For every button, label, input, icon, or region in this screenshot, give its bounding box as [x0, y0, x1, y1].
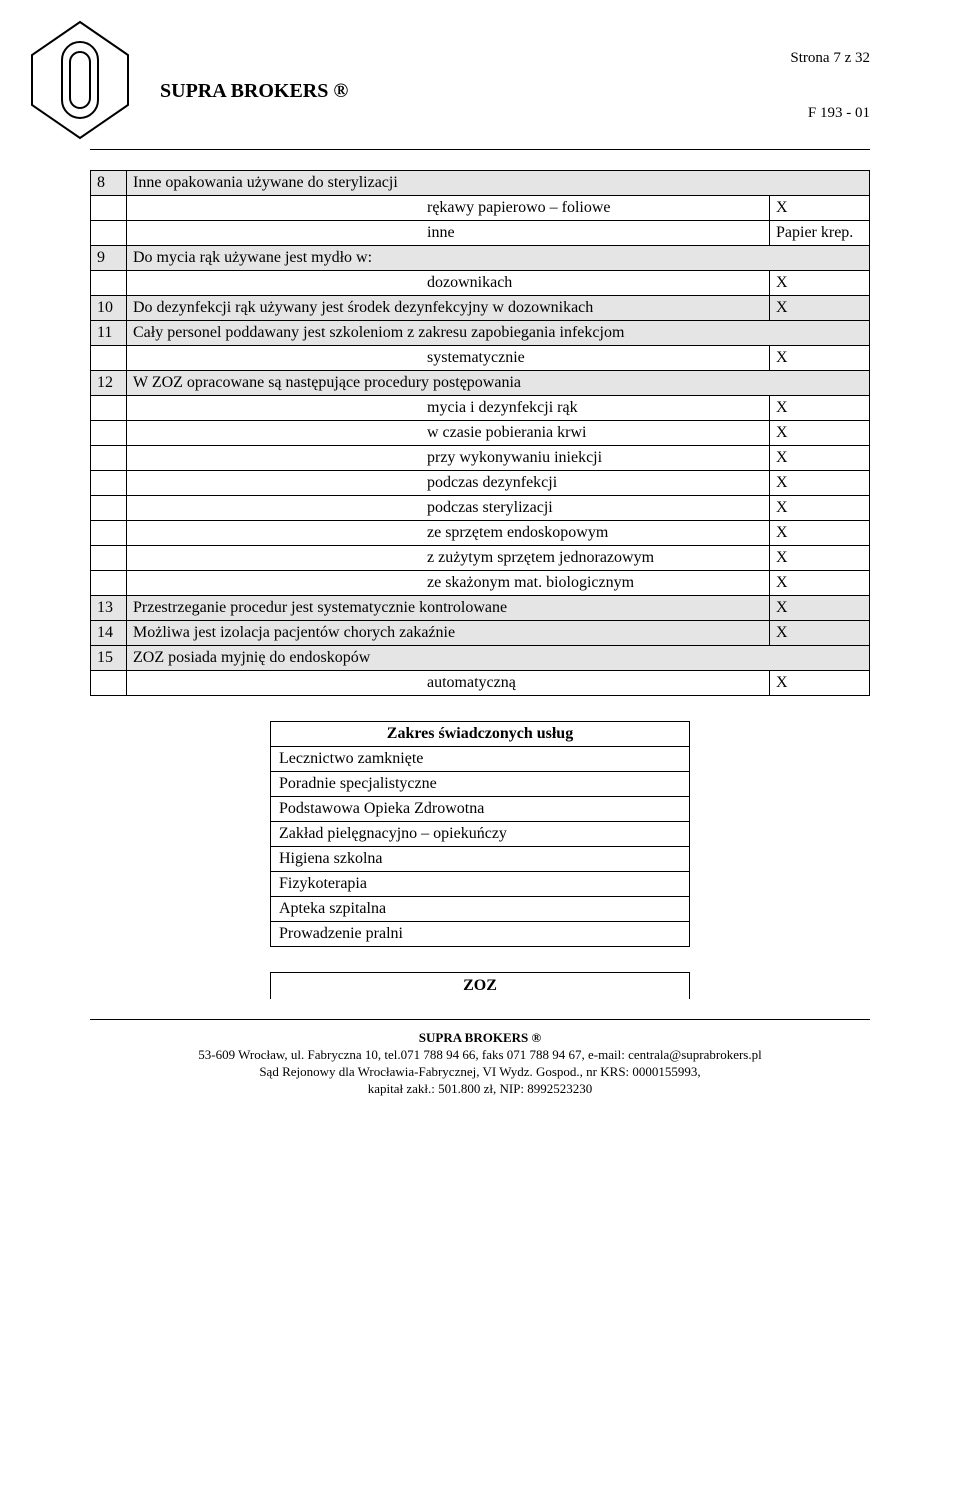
zoz-table: ZOZ	[270, 972, 690, 999]
row-number: 10	[91, 296, 127, 321]
services-header: Zakres świadczonych usług	[271, 722, 690, 747]
row-value: X	[770, 496, 870, 521]
row-desc: automatyczną	[127, 671, 770, 696]
row-desc: z zużytym sprzętem jednorazowym	[127, 546, 770, 571]
page-footer: SUPRA BROKERS ® 53-609 Wrocław, ul. Fabr…	[90, 1019, 870, 1098]
zoz-label: ZOZ	[271, 973, 690, 1000]
service-item: Lecznictwo zamknięte	[271, 747, 690, 772]
row-number: 15	[91, 646, 127, 671]
row-number	[91, 196, 127, 221]
row-value: X	[770, 446, 870, 471]
footer-address: 53-609 Wrocław, ul. Fabryczna 10, tel.07…	[198, 1047, 761, 1062]
page-header: SUPRA BROKERS ® Strona 7 z 32 F 193 - 01	[90, 50, 870, 150]
row-number	[91, 546, 127, 571]
row-number: 12	[91, 371, 127, 396]
row-desc: podczas sterylizacji	[127, 496, 770, 521]
service-item: Prowadzenie pralni	[271, 922, 690, 947]
row-desc: w czasie pobierania krwi	[127, 421, 770, 446]
row-value: X	[770, 471, 870, 496]
row-number	[91, 271, 127, 296]
footer-registry: Sąd Rejonowy dla Wrocławia-Fabrycznej, V…	[259, 1064, 700, 1079]
row-desc: Inne opakowania używane do sterylizacji	[127, 171, 870, 196]
header-title: SUPRA BROKERS ®	[160, 80, 348, 103]
row-desc: ZOZ posiada myjnię do endoskopów	[127, 646, 870, 671]
row-desc: ze sprzętem endoskopowym	[127, 521, 770, 546]
row-value: X	[770, 421, 870, 446]
row-value: X	[770, 296, 870, 321]
service-item: Poradnie specjalistyczne	[271, 772, 690, 797]
row-number	[91, 221, 127, 246]
row-number	[91, 471, 127, 496]
row-number: 9	[91, 246, 127, 271]
footer-capital: kapitał zakł.: 501.800 zł, NIP: 89925232…	[368, 1081, 593, 1096]
row-desc: inne	[127, 221, 770, 246]
row-number	[91, 446, 127, 471]
page-indicator: Strona 7 z 32	[790, 50, 870, 67]
row-desc: Przestrzeganie procedur jest systematycz…	[127, 596, 770, 621]
row-desc: Cały personel poddawany jest szkoleniom …	[127, 321, 870, 346]
form-code: F 193 - 01	[808, 105, 870, 122]
services-table: Zakres świadczonych usług Lecznictwo zam…	[270, 721, 690, 947]
row-value: Papier krep.	[770, 221, 870, 246]
row-value: X	[770, 396, 870, 421]
row-number	[91, 571, 127, 596]
row-number	[91, 671, 127, 696]
row-number: 8	[91, 171, 127, 196]
row-number	[91, 346, 127, 371]
row-desc: Do mycia rąk używane jest mydło w:	[127, 246, 870, 271]
service-item: Zakład pielęgnacyjno – opiekuńczy	[271, 822, 690, 847]
row-value: X	[770, 346, 870, 371]
row-desc: przy wykonywaniu iniekcji	[127, 446, 770, 471]
row-desc: Możliwa jest izolacja pacjentów chorych …	[127, 621, 770, 646]
row-desc: W ZOZ opracowane są następujące procedur…	[127, 371, 870, 396]
row-desc: Do dezynfekcji rąk używany jest środek d…	[127, 296, 770, 321]
row-value: X	[770, 196, 870, 221]
row-number: 14	[91, 621, 127, 646]
row-number: 11	[91, 321, 127, 346]
row-value: X	[770, 596, 870, 621]
row-number	[91, 421, 127, 446]
footer-title: SUPRA BROKERS ®	[419, 1030, 541, 1045]
row-desc: mycia i dezynfekcji rąk	[127, 396, 770, 421]
service-item: Podstawowa Opieka Zdrowotna	[271, 797, 690, 822]
row-value: X	[770, 521, 870, 546]
row-number: 13	[91, 596, 127, 621]
row-value: X	[770, 546, 870, 571]
main-table: 8Inne opakowania używane do sterylizacji…	[90, 170, 870, 696]
row-number	[91, 521, 127, 546]
row-value: X	[770, 271, 870, 296]
row-number	[91, 496, 127, 521]
row-number	[91, 396, 127, 421]
service-item: Fizykoterapia	[271, 872, 690, 897]
logo-icon	[30, 20, 130, 140]
service-item: Apteka szpitalna	[271, 897, 690, 922]
service-item: Higiena szkolna	[271, 847, 690, 872]
row-value: X	[770, 621, 870, 646]
row-value: X	[770, 571, 870, 596]
row-value: X	[770, 671, 870, 696]
row-desc: dozownikach	[127, 271, 770, 296]
row-desc: ze skażonym mat. biologicznym	[127, 571, 770, 596]
row-desc: rękawy papierowo – foliowe	[127, 196, 770, 221]
row-desc: systematycznie	[127, 346, 770, 371]
row-desc: podczas dezynfekcji	[127, 471, 770, 496]
